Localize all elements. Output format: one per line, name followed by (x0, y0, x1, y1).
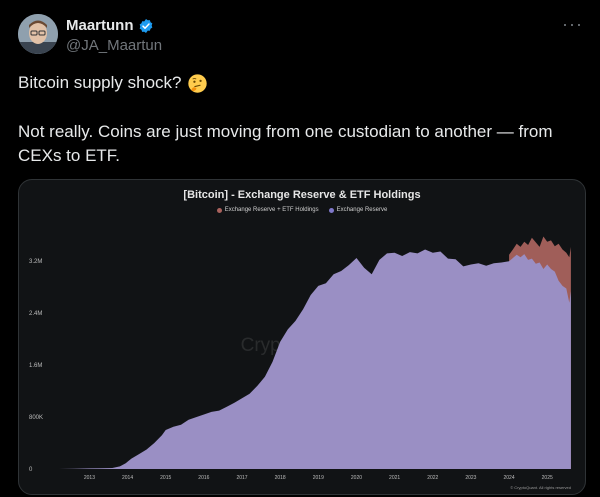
x-tick-label: 2023 (465, 475, 476, 481)
y-tick-label: 3.2M (29, 259, 42, 265)
tweet-text-2: Not really. Coins are just moving from o… (18, 122, 553, 165)
tweet-media-chart[interactable]: [Bitcoin] - Exchange Reserve & ETF Holdi… (18, 179, 586, 495)
x-tick-label: 2018 (275, 475, 286, 481)
more-options-icon[interactable]: ··· (562, 14, 583, 34)
y-tick-label: 2.4M (29, 311, 42, 317)
verified-badge-icon (139, 18, 152, 33)
x-tick-label: 2013 (84, 475, 95, 481)
avatar-image (18, 14, 58, 54)
legend-label-etf: Exchange Reserve + ETF Holdings (224, 207, 319, 213)
chart-plot: CryptoQuant0800K1.6M2.4M3.2M201320142015… (29, 236, 571, 481)
x-tick-label: 2020 (351, 475, 362, 481)
x-tick-label: 2022 (427, 475, 438, 481)
tweet-text-line1: Bitcoin supply shock? (18, 72, 208, 94)
author-handle[interactable]: @JA_Maartun (66, 37, 163, 54)
y-tick-label: 800K (29, 415, 43, 421)
avatar[interactable] (18, 14, 58, 54)
thinking-face-icon (188, 73, 208, 93)
y-tick-label: 0 (29, 467, 33, 473)
x-tick-label: 2019 (313, 475, 324, 481)
chart-credit: © CryptoQuant. All rights reserved (510, 485, 571, 490)
x-tick-label: 2016 (198, 475, 209, 481)
x-tick-label: 2025 (542, 475, 553, 481)
author-name[interactable]: Maartunn (66, 17, 134, 34)
x-tick-label: 2024 (503, 475, 514, 481)
y-tick-label: 1.6M (29, 363, 42, 369)
legend-item-etf: Exchange Reserve + ETF Holdings (216, 207, 319, 213)
legend-dot-etf (216, 207, 222, 213)
x-tick-label: 2017 (236, 475, 247, 481)
x-tick-label: 2015 (160, 475, 171, 481)
legend-item-exchange: Exchange Reserve (328, 207, 388, 213)
x-tick-label: 2014 (122, 475, 133, 481)
tweet-text-1: Bitcoin supply shock? (18, 73, 182, 92)
legend-dot-exchange (328, 207, 334, 213)
series-area-exchange-reserve (58, 249, 571, 469)
chart-legend: Exchange Reserve + ETF Holdings Exchange… (19, 207, 585, 213)
x-tick-label: 2021 (389, 475, 400, 481)
author-row: Maartunn (66, 17, 154, 34)
chart-title: [Bitcoin] - Exchange Reserve & ETF Holdi… (183, 189, 421, 201)
legend-label-exchange: Exchange Reserve (336, 207, 388, 213)
